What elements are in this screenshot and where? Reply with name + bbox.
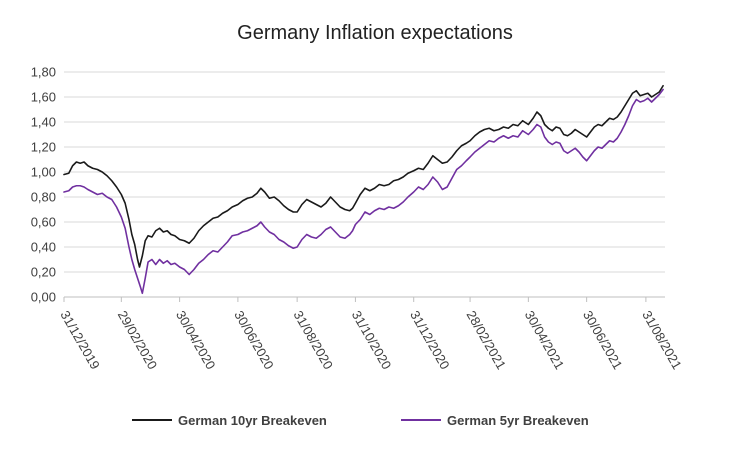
x-tick-label: 30/04/2021 xyxy=(522,308,568,372)
x-tick-label: 31/10/2020 xyxy=(349,308,395,372)
legend: German 10yr Breakeven German 5yr Breakev… xyxy=(132,413,589,428)
series-lines xyxy=(63,84,664,295)
x-tick-label: 29/02/2020 xyxy=(115,308,161,372)
y-tick-label: 1,20 xyxy=(31,140,56,155)
x-tick-label: 31/08/2021 xyxy=(639,308,685,372)
y-tick-label: 0,40 xyxy=(31,240,56,255)
y-tick-label: 0,00 xyxy=(31,290,56,305)
x-tick-label: 30/06/2021 xyxy=(580,308,626,372)
chart-title: Germany Inflation expectations xyxy=(237,22,513,44)
x-tick-label: 31/12/2020 xyxy=(407,308,453,372)
legend-item-10yr: German 10yr Breakeven xyxy=(132,413,327,428)
x-tick-label: 30/06/2020 xyxy=(231,308,277,372)
legend-label-5yr: German 5yr Breakeven xyxy=(447,413,589,428)
series-line-5yr xyxy=(63,88,664,295)
series-line-10yr xyxy=(63,84,664,268)
y-tick-label: 1,80 xyxy=(31,65,56,80)
y-tick-label: 0,20 xyxy=(31,265,56,280)
x-tick-label: 30/04/2020 xyxy=(173,308,219,372)
legend-item-5yr: German 5yr Breakeven xyxy=(401,413,589,428)
x-tick-label: 31/08/2020 xyxy=(291,308,337,372)
x-tick-label: 28/02/2021 xyxy=(463,308,509,372)
y-tick-label: 0,60 xyxy=(31,215,56,230)
y-tick-label: 0,80 xyxy=(31,190,56,205)
x-tick-label: 31/12/2019 xyxy=(57,308,103,372)
grid xyxy=(64,71,665,273)
y-tick-label: 1,40 xyxy=(31,115,56,130)
y-tick-label: 1,60 xyxy=(31,90,56,105)
legend-label-10yr: German 10yr Breakeven xyxy=(178,413,327,428)
y-tick-label: 1,00 xyxy=(31,165,56,180)
